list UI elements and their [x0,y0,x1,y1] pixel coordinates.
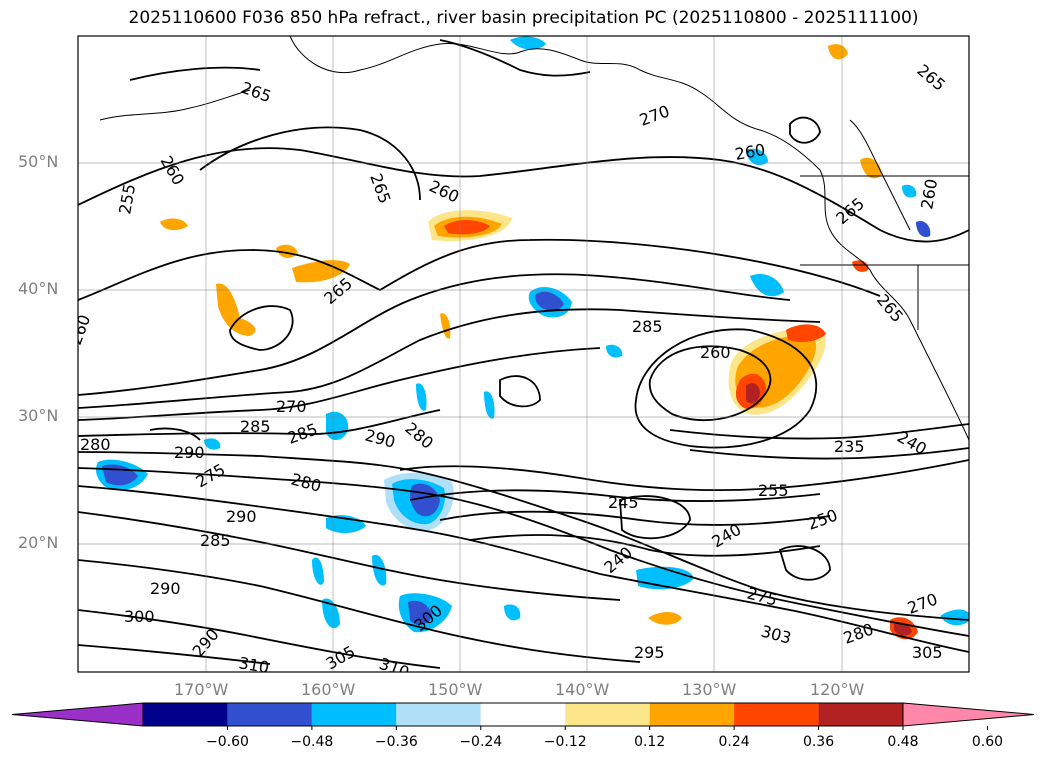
colorbar-tick-label: 0.36 [802,734,835,750]
lat-label: 30°N [18,406,59,425]
contour-label: 290 [174,443,205,462]
colorbar-tick-label: 0.48 [887,734,919,750]
contour-label: 255 [758,481,789,500]
map-title: 2025110600 F036 850 hPa refract., river … [128,8,919,28]
colorbar-extend-low [11,702,144,727]
contour-label: 285 [200,531,231,550]
contour-label: 260 [700,343,731,362]
contour-label: 290 [226,507,257,526]
colorbar-tick-label: −0.48 [290,734,334,750]
colorbar-tick-label: 0.60 [971,734,1004,750]
colorbar-segment [734,703,819,726]
colorbar-segment [818,703,903,726]
lat-label: 40°N [18,279,59,298]
contour-label: 290 [150,579,181,598]
colorbar-tick-label: −0.60 [205,734,249,750]
contour-label: 235 [834,437,865,456]
contour-label: 285 [632,317,663,336]
colorbar-segment [396,703,481,726]
colorbar-tick-label: −0.24 [459,734,503,750]
lon-label: 120°W [810,680,865,699]
contour-label: 285 [240,417,271,436]
colorbar-tick-label: 0.12 [634,734,666,750]
lat-label: 20°N [18,533,59,552]
contour-label: 280 [80,435,111,454]
contour-label: 310 [237,653,270,677]
colorbar-segment [649,703,735,726]
lon-label: 140°W [555,680,610,699]
colorbar-segment [227,703,312,726]
refractivity-contours [78,39,969,669]
colorbar-segment [143,703,228,726]
contour-label: 245 [608,493,639,512]
contour-label: 295 [634,643,665,662]
colorbar-tick-label: −0.36 [374,734,418,750]
colorbar-tick-label: −0.12 [543,734,587,750]
colorbar [11,702,1035,730]
lon-label: 130°W [682,680,737,699]
coastlines [99,36,969,441]
contour-label: 305 [912,643,943,662]
graticule [78,36,969,672]
map-plot-area: 265 260 255 265 260 270 265 260 265 285 … [78,36,969,677]
colorbar-segment [480,703,566,726]
contour-label: 300 [124,607,155,626]
lon-label: 150°W [428,680,483,699]
contour-label: 270 [276,397,307,416]
lat-label: 50°N [18,152,59,171]
colorbar-outline [142,702,904,727]
colorbar-segment [565,703,650,726]
plot-border [77,35,970,673]
colorbar-tick-label: 0.24 [718,734,750,750]
colorbar-extend-high [902,702,1035,727]
colorbar-segment [311,703,397,726]
lon-label: 160°W [301,680,356,699]
lon-label: 170°W [174,680,229,699]
